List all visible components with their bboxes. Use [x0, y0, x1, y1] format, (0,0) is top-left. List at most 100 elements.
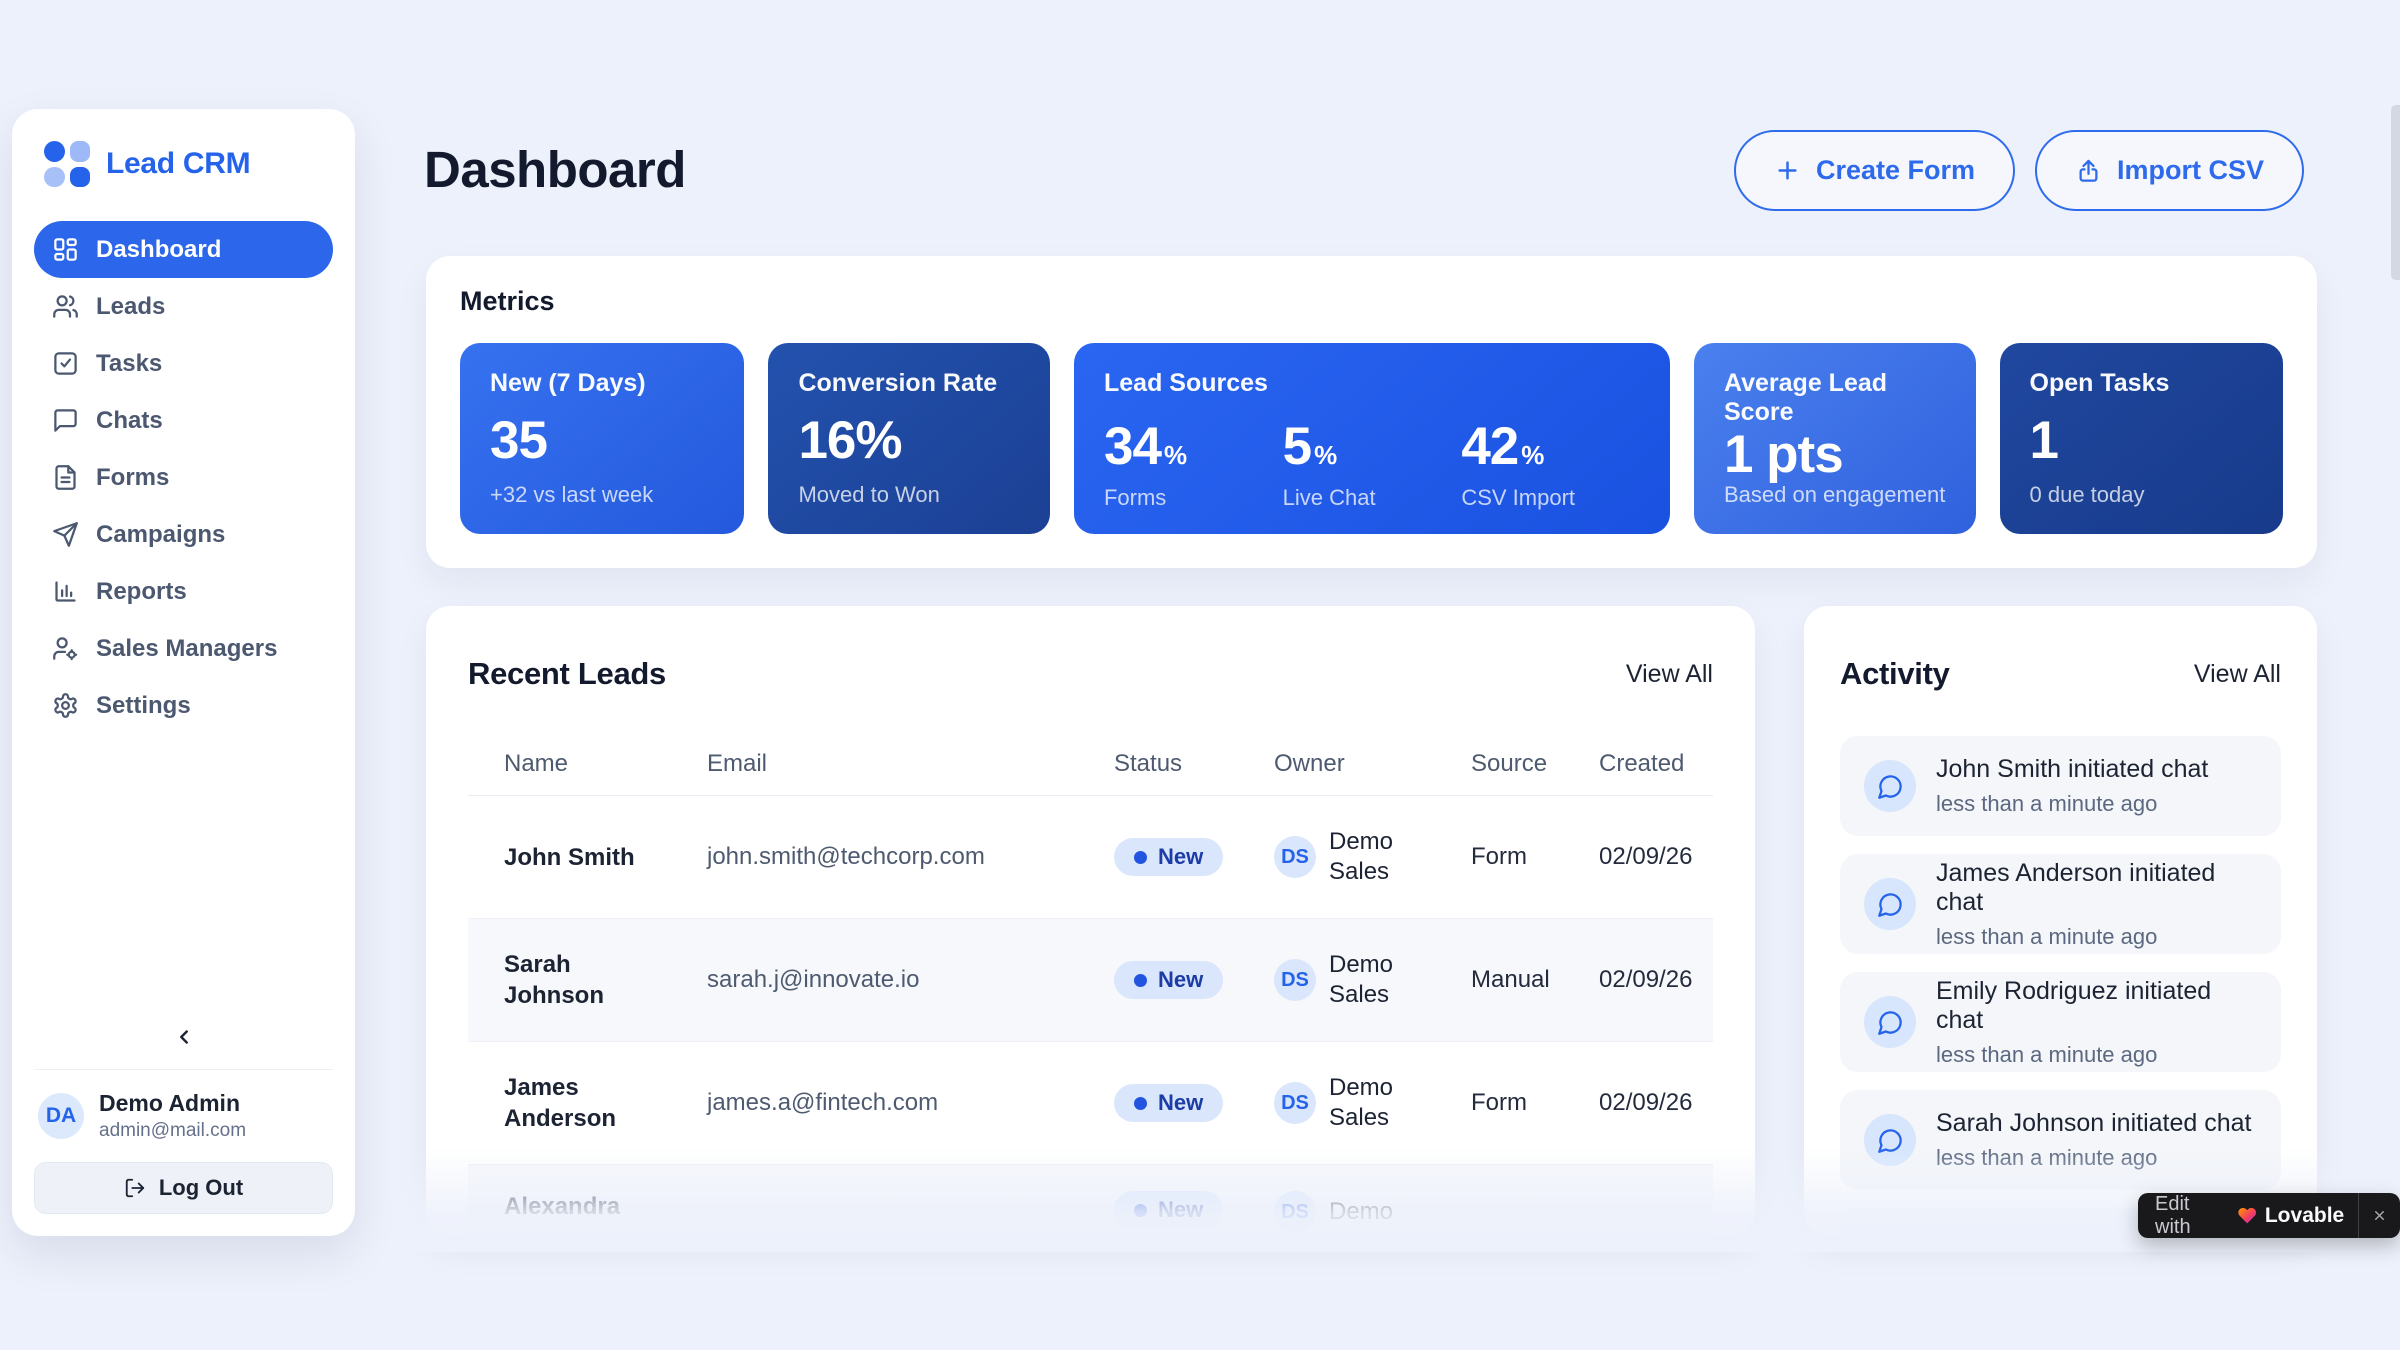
lead-name: Alexandra [504, 1193, 621, 1220]
sidebar-item-campaigns[interactable]: Campaigns [34, 506, 333, 563]
stat-value: 42 [1461, 417, 1519, 476]
stat-value: 5 [1282, 417, 1313, 476]
status-dot-icon [1134, 1096, 1147, 1110]
check-square-icon [54, 352, 77, 375]
badge-close-button[interactable] [2359, 1193, 2400, 1238]
metric-subtext: Moved to Won [798, 482, 940, 507]
activity-item-title: Emily Rodriguez initiated chat [1936, 976, 2212, 1034]
activity-item-time: less than a minute ago [1936, 923, 2158, 949]
column-header-name: Name [504, 749, 569, 777]
sidebar-collapse-button[interactable] [162, 1019, 206, 1055]
sidebar-item-tasks[interactable]: Tasks [34, 335, 333, 392]
sidebar-item-label: Campaigns [96, 520, 226, 548]
column-header-email: Email [707, 749, 768, 777]
sidebar: Lead CRM Dashboard Leads Tasks Chats For… [12, 109, 355, 1236]
scrollbar[interactable] [2391, 105, 2400, 280]
create-form-label: Create Form [1816, 155, 1976, 185]
leads-view-all-link[interactable]: View All [1625, 659, 1713, 688]
sidebar-item-reports[interactable]: Reports [34, 563, 333, 620]
status-dot-icon [1134, 1203, 1147, 1217]
stat-unit: % [1163, 440, 1187, 470]
import-csv-button[interactable]: Import CSV [2035, 130, 2305, 211]
activity-item-time: less than a minute ago [1936, 1145, 2158, 1170]
gear-icon [54, 693, 77, 718]
metric-value: 1 [2029, 410, 2059, 470]
user-email: admin@mail.com [99, 1120, 247, 1141]
stat-value: 34 [1103, 417, 1162, 476]
table-row[interactable]: John Smith john.smith@techcorp.com New D… [468, 796, 1713, 919]
lovable-badge-prefix: Edit with [2155, 1192, 2191, 1238]
activity-list: John Smith initiated chat less than a mi… [1840, 736, 2281, 1236]
user-name: Demo Admin [99, 1090, 240, 1116]
activity-view-all-link[interactable]: View All [2193, 659, 2281, 688]
chat-bubble-icon [54, 409, 77, 432]
stat-unit: % [1521, 440, 1544, 470]
status-badge: New [1114, 1084, 1224, 1122]
lead-source-stat-forms: 34% Forms [1104, 420, 1283, 511]
sidebar-item-label: Chats [96, 406, 163, 434]
activity-section: Activity View All John Smith initiated c… [1804, 606, 2317, 1236]
table-row[interactable]: James Anderson james.a@fintech.com New D… [468, 1042, 1713, 1165]
sidebar-item-forms[interactable]: Forms [34, 449, 333, 506]
metric-label: Conversion Rate [798, 369, 998, 397]
stat-label: Forms [1103, 485, 1167, 510]
recent-leads-title: Recent Leads [468, 656, 666, 691]
lead-email: sarah.j@innovate.io [707, 966, 920, 993]
column-header-created: Created [1599, 749, 1685, 777]
metric-card-average-lead-score: Average Lead Score 1 pts Based on engage… [1693, 343, 1976, 534]
lead-name: Sarah Johnson [504, 951, 604, 1009]
metric-label: Lead Sources [1103, 369, 1268, 397]
activity-item-title: James Anderson initiated chat [1936, 858, 2216, 916]
leads-table-header: Name Email Status Owner Source Created [468, 732, 1713, 796]
sidebar-item-settings[interactable]: Settings [34, 677, 333, 734]
metric-label: Open Tasks [2029, 369, 2170, 397]
file-text-icon [55, 465, 76, 490]
lovable-badge[interactable]: Edit with Lovable [2138, 1193, 2400, 1238]
sidebar-item-label: Sales Managers [96, 634, 278, 662]
owner-cell: DS Demo [1274, 1191, 1471, 1233]
logout-button[interactable]: Log Out [34, 1162, 333, 1214]
logo: Lead CRM [34, 135, 333, 191]
close-icon [2375, 1211, 2385, 1220]
list-item[interactable]: Sarah Johnson initiated chat less than a… [1840, 1090, 2281, 1190]
message-circle-icon [1864, 996, 1916, 1048]
message-circle-icon [1864, 1114, 1916, 1166]
sidebar-item-dashboard[interactable]: Dashboard [34, 221, 333, 278]
column-header-source: Source [1471, 749, 1548, 777]
lead-email: john.smith@techcorp.com [707, 843, 985, 870]
metric-value: 16% [798, 410, 902, 470]
sidebar-item-label: Tasks [96, 349, 163, 377]
page-title: Dashboard [424, 141, 686, 198]
metric-subtext: +32 vs last week [490, 482, 654, 507]
list-item[interactable]: Emily Rodriguez initiated chat less than… [1840, 972, 2281, 1072]
owner-cell: DS Demo Sales [1274, 827, 1471, 887]
list-item[interactable]: James Anderson initiated chat less than … [1840, 854, 2281, 954]
status-badge: New [1114, 1191, 1224, 1229]
metrics-title: Metrics [460, 286, 555, 316]
sidebar-item-chats[interactable]: Chats [34, 392, 333, 449]
lead-source-stat-csv-import: 42% CSV Import [1461, 420, 1640, 511]
sidebar-item-leads[interactable]: Leads [34, 278, 333, 335]
sidebar-item-label: Reports [96, 577, 187, 605]
stat-label: Live Chat [1282, 485, 1376, 510]
list-item[interactable]: John Smith initiated chat less than a mi… [1840, 736, 2281, 836]
owner-cell: DS Demo Sales [1274, 950, 1471, 1010]
create-form-button[interactable]: Create Form [1734, 130, 2016, 211]
metric-card-conversion-rate: Conversion Rate 16% Moved to Won [768, 343, 1050, 534]
sidebar-nav: Dashboard Leads Tasks Chats Forms Campai… [34, 221, 333, 734]
sidebar-item-label: Dashboard [96, 235, 222, 263]
metric-value: 35 [490, 410, 548, 470]
recent-leads-section: Recent Leads View All Name Email Status … [426, 606, 1755, 1236]
metric-card-lead-sources: Lead Sources 34% Forms 5% Live Chat 42% … [1073, 343, 1670, 534]
table-row[interactable]: Alexandra New DS Demo [468, 1165, 1713, 1236]
table-row[interactable]: Sarah Johnson sarah.j@innovate.io New DS… [468, 919, 1713, 1042]
sidebar-item-label: Settings [96, 691, 191, 719]
lead-created: 02/09/26 [1599, 1089, 1693, 1116]
sidebar-item-label: Leads [96, 292, 166, 320]
activity-item-time: less than a minute ago [1936, 1041, 2158, 1067]
owner-avatar: DS [1274, 959, 1316, 1001]
lead-email: james.a@fintech.com [707, 1089, 939, 1116]
metric-subtext: Based on engagement [1723, 482, 1946, 507]
metric-subtext: 0 due today [2029, 482, 2145, 507]
sidebar-item-sales-managers[interactable]: Sales Managers [34, 620, 333, 677]
